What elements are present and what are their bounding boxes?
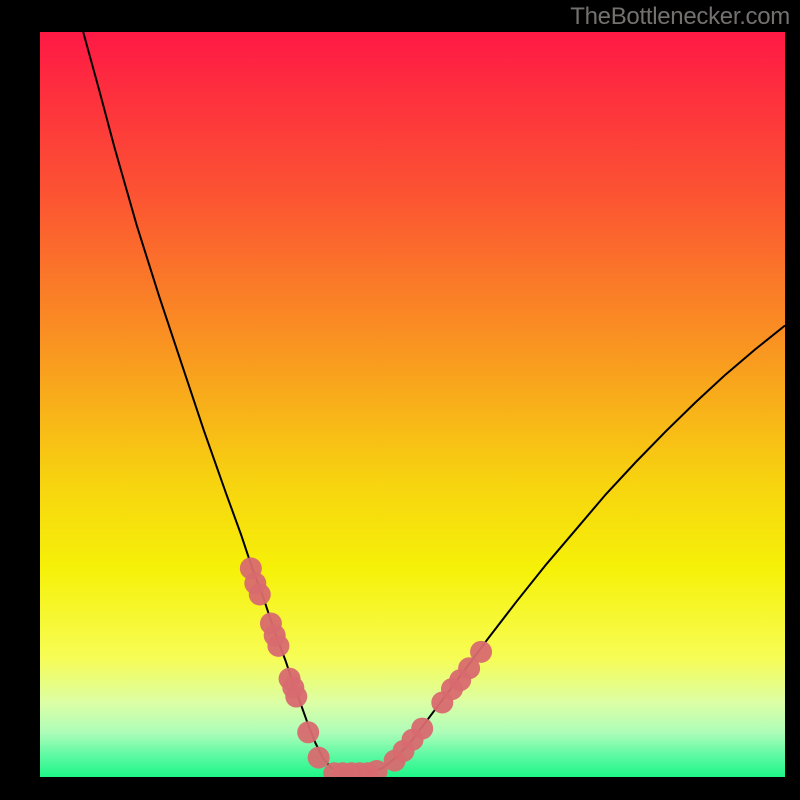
data-point (411, 718, 433, 740)
data-point (285, 686, 307, 708)
data-point (308, 747, 330, 769)
heatmap-background (40, 32, 785, 777)
data-point (267, 635, 289, 657)
plot-area (40, 32, 785, 777)
watermark-text: TheBottlenecker.com (570, 3, 790, 31)
chart-root: TheBottlenecker.com (0, 0, 800, 800)
data-point (470, 641, 492, 663)
data-point (297, 721, 319, 743)
data-point (249, 583, 271, 605)
